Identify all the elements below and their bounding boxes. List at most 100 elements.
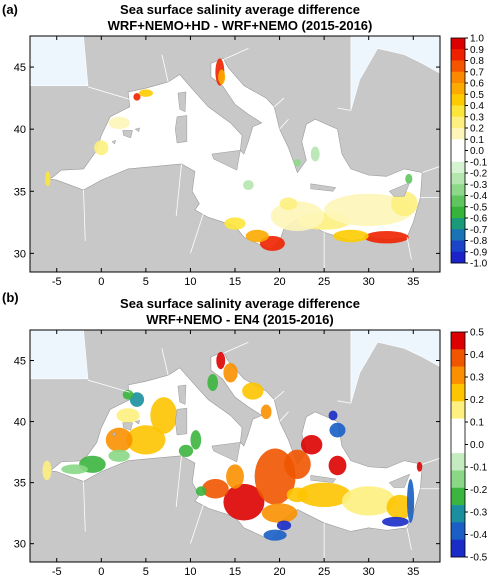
island-1 [177,91,187,113]
y-tick-label: 30 [14,248,26,260]
country-border-12 [83,190,86,241]
anomaly-patch-1 [218,69,226,85]
anomaly-patch-32 [382,516,409,527]
anomaly-patch-4 [224,217,246,230]
anomaly-patch-36 [286,487,309,503]
island-1 [177,384,187,405]
colorbar-cell [451,128,465,140]
map-area [30,36,440,272]
anomaly-patch-14 [116,408,140,423]
x-tick-label: 25 [318,566,330,576]
anomaly-patch-5 [364,231,409,244]
x-tick-label: 25 [318,276,330,288]
country-border-1 [161,348,169,376]
anomaly-patch-13 [105,427,133,453]
salinity-map-b: -5 0 5 10 15 20 25 30 35 45 40 35 30 0.5 0.4 0.3 0.2 0.1 0… [14,328,488,576]
colorbar-label: -0.1 [470,157,488,168]
anomaly-patch-9 [341,486,396,516]
anomaly-patch-18 [293,158,301,167]
colorbar-cell [451,139,465,151]
country-border-4 [279,411,289,422]
outer-sea-0 [350,36,440,111]
colorbar-cell [451,251,465,264]
colorbar-cell [451,105,465,118]
island-0 [175,407,188,436]
colorbar-label: -0.7 [470,225,488,236]
anomaly-patch-19 [190,430,202,450]
anomaly-patch-25 [260,404,272,420]
panel-b-title-line1: Sea surface salinity average difference [120,296,360,311]
y-tick-label: 35 [14,478,26,490]
colorbar-cell [451,539,465,558]
colorbar-label: -0.9 [470,247,488,258]
colorbar-label: -0.2 [470,485,488,496]
panel-a: (a) Sea surface salinity average differe… [2,2,488,288]
island-6 [111,432,116,437]
x-tick-label: 10 [184,276,196,288]
country-border-11 [422,166,440,174]
island-5 [122,130,133,139]
colorbar-cell [451,240,465,253]
panel-b-title: Sea surface salinity average difference … [30,296,450,328]
colorbar-label: 0.2 [470,395,484,406]
country-border-9 [406,237,412,260]
country-border-7 [190,212,205,254]
colorbar-cell [451,453,465,471]
anomaly-patch-8 [270,201,325,232]
anomaly-patch-17 [108,449,130,462]
island-0 [175,115,188,144]
country-border-0 [87,86,130,100]
colorbar-label: -0.4 [470,191,488,202]
x-tick-label: -5 [52,566,62,576]
outer-sea-0 [350,330,440,404]
anomaly-patch-10 [390,191,418,217]
colorbar-cell [451,71,465,84]
y-tick-label: 35 [14,186,26,198]
anomaly-patch-20 [310,146,320,162]
anomaly-patch-22 [216,351,226,370]
anomaly-patch-29 [263,529,287,541]
colorbar-cell [451,349,465,367]
colorbar-label: -0.3 [470,508,488,519]
country-border-5 [337,107,351,111]
anomaly-patch-27 [329,422,346,438]
colorbar-label: 0.0 [470,440,484,451]
map-area [30,330,440,562]
anomaly-patch-6 [202,478,229,499]
colorbar-cell [451,60,465,73]
anomaly-patch-20 [129,392,145,407]
island-2 [211,442,241,463]
colorbar-cell [451,218,465,230]
x-tick-label: 20 [273,566,285,576]
colorbar-cell [451,83,465,95]
colorbar-label: 0.5 [470,328,484,339]
x-tick-label: 15 [229,566,241,576]
y-tick-label: 45 [14,62,26,74]
anomaly-patch-2 [284,449,311,479]
country-border-11 [422,457,440,465]
colorbar-label: 0.8 [470,56,484,67]
outer-sea-1 [30,36,89,105]
anomaly-patch-3 [300,435,323,455]
x-tick-label: 10 [184,566,196,576]
country-border-4 [279,118,289,130]
anomaly-patch-11 [133,93,141,101]
colorbar-label: 0.3 [470,112,484,123]
colorbar-cell [451,332,465,350]
panel-a-title-line1: Sea surface salinity average difference [120,2,360,17]
colorbar-label: 0.0 [470,146,484,157]
x-tick-label: 0 [98,566,104,576]
colorbar-label: 0.1 [470,418,484,429]
country-border-2 [223,48,249,60]
anomaly-patch-14 [94,140,109,156]
colorbar-label: -1.0 [470,259,488,270]
colorbar-cell [451,505,465,523]
colorbar-label: 0.4 [470,350,484,361]
anomaly-patch-5 [226,464,244,489]
colorbar-label: -0.5 [470,553,488,564]
outer-sea-1 [30,330,89,398]
colorbar-label: 1.0 [470,34,484,45]
anomaly-patch-0 [223,483,265,521]
anomaly-patch-35 [195,486,207,497]
panel-b-tag: (b) [2,290,19,305]
